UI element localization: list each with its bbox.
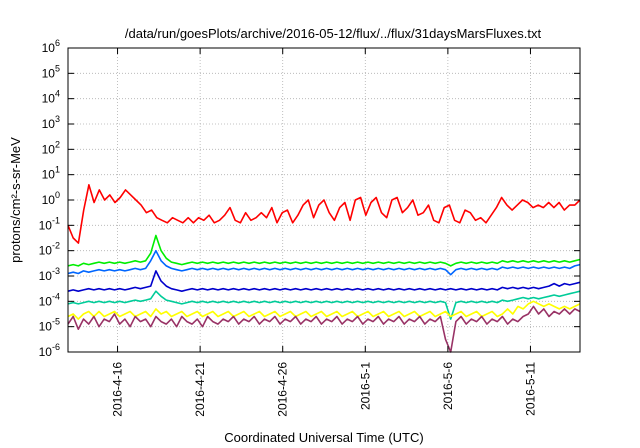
x-axis-label: Coordinated Universal Time (UTC) <box>224 430 423 445</box>
y-tick-exponent: 6 <box>55 38 60 48</box>
y-tick-exponent: 3 <box>55 114 60 124</box>
series-line <box>67 184 581 244</box>
y-tick-label: 10-6 <box>39 342 60 359</box>
series-line <box>67 249 581 276</box>
x-tick-label: 2016-5-6 <box>441 362 455 410</box>
x-tick-label: 2016-5-11 <box>523 362 537 416</box>
chart-title: /data/run/goesPlots/archive/2016-05-12/f… <box>125 26 542 41</box>
y-tick-label: 10-5 <box>39 317 60 334</box>
y-tick-exponent: -5 <box>52 317 60 327</box>
y-tick-label: 104 <box>42 89 60 106</box>
ticks: 10-610-510-410-310-210-11001011021031041… <box>39 38 580 417</box>
y-tick-label: 10-1 <box>39 215 60 232</box>
x-tick-label: 2016-4-16 <box>111 362 125 417</box>
y-tick-exponent: 1 <box>55 165 60 175</box>
y-tick-label: 10-3 <box>39 266 60 283</box>
y-tick-exponent: 0 <box>55 190 60 200</box>
y-tick-label: 10-2 <box>39 241 60 258</box>
series-line <box>67 234 581 267</box>
y-tick-label: 100 <box>42 190 60 207</box>
series-line <box>67 290 581 320</box>
y-tick-label: 105 <box>42 63 60 80</box>
x-tick-label: 2016-5-1 <box>358 362 372 410</box>
y-tick-exponent: -2 <box>52 241 60 251</box>
series-line <box>67 305 581 353</box>
y-tick-exponent: -6 <box>52 342 60 352</box>
y-tick-label: 103 <box>42 114 60 131</box>
y-tick-exponent: 5 <box>55 63 60 73</box>
x-tick-label: 2016-4-21 <box>193 362 207 417</box>
y-tick-label: 102 <box>42 139 60 156</box>
series-line <box>67 300 581 320</box>
y-tick-exponent: -3 <box>52 266 60 276</box>
y-axis-label: protons/cm²-s-sr-MeV <box>8 137 23 263</box>
y-tick-label: 10-4 <box>39 291 60 308</box>
x-tick-label: 2016-4-26 <box>276 362 290 417</box>
y-tick-exponent: -4 <box>52 291 60 301</box>
series-line <box>67 270 581 293</box>
y-tick-exponent: 4 <box>55 89 60 99</box>
y-tick-exponent: 2 <box>55 139 60 149</box>
y-tick-exponent: -1 <box>52 215 60 225</box>
series-layer <box>67 184 581 353</box>
y-tick-label: 101 <box>42 165 60 182</box>
y-tick-label: 106 <box>42 38 60 55</box>
